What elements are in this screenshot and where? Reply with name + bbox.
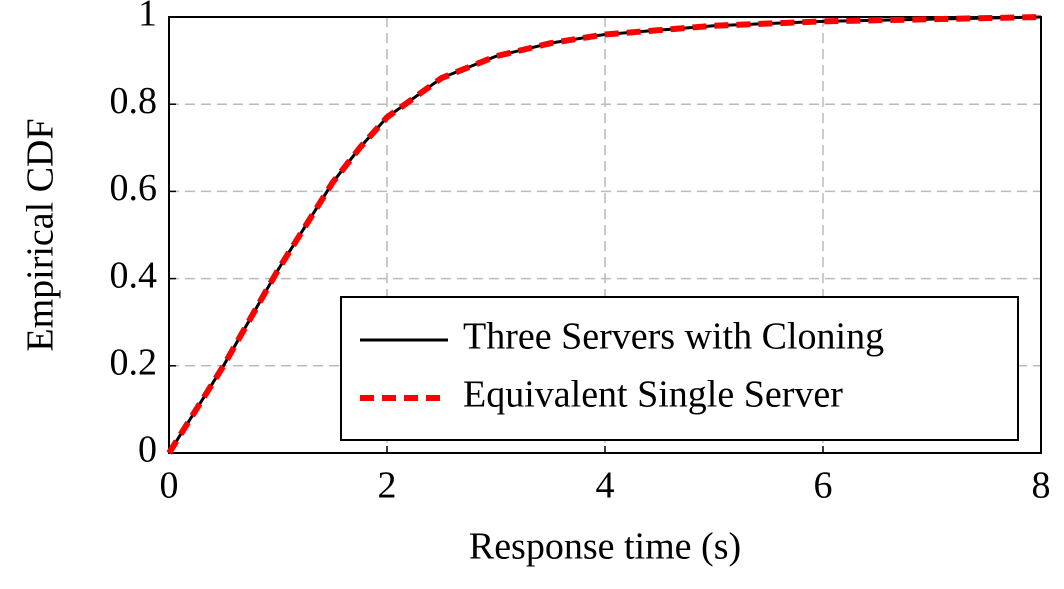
y-tick-label: 0.4 <box>110 254 158 296</box>
y-axis-label: Empirical CDF <box>20 118 62 351</box>
x-tick-label: 4 <box>596 465 615 507</box>
series-line <box>167 15 1042 454</box>
y-tick-label: 0.2 <box>110 342 158 384</box>
y-tick-label: 1 <box>138 0 157 35</box>
x-tick-label: 6 <box>814 465 833 507</box>
x-tick-label: 2 <box>378 465 397 507</box>
legend: Three Servers with Cloning Equivalent Sin… <box>340 296 1019 441</box>
y-tick-label: 0.6 <box>110 167 158 209</box>
x-tick-label: 8 <box>1032 465 1051 507</box>
legend-label: Three Servers with Cloning <box>463 316 884 358</box>
x-tick-label: 0 <box>160 465 179 507</box>
legend-box <box>340 296 1019 441</box>
plot-frame <box>168 16 1042 454</box>
y-tick-label: 0.8 <box>110 80 158 122</box>
legend-label: Equivalent Single Server <box>463 374 843 416</box>
y-tick-label: 0 <box>138 429 157 471</box>
x-axis-label: Response time (s) <box>469 526 741 568</box>
